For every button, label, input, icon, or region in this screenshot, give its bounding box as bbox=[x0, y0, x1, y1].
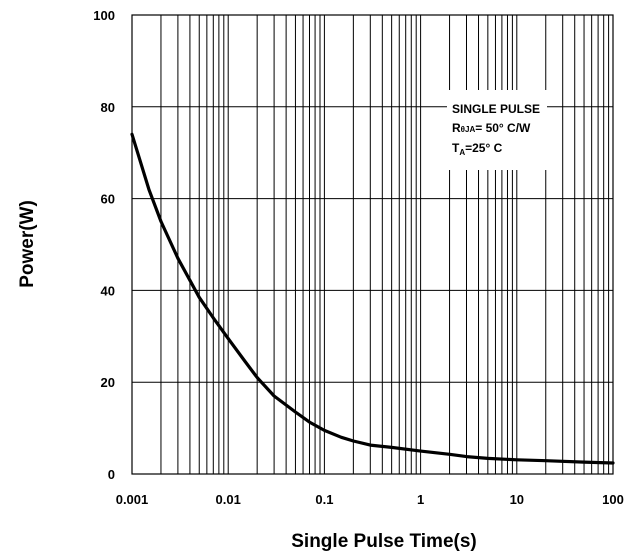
x-tick-label: 0.001 bbox=[116, 492, 149, 507]
annotation-line-2: RθJA= 50° C/W bbox=[452, 121, 531, 135]
annotation-box: SINGLE PULSE RθJA= 50° C/W TA=25° C bbox=[447, 90, 547, 170]
annotation-t-main: T bbox=[452, 141, 460, 155]
annotation-line-1: SINGLE PULSE bbox=[452, 102, 540, 116]
x-axis-title: Single Pulse Time(s) bbox=[291, 531, 476, 552]
annotation-t-rest: =25° C bbox=[465, 141, 502, 155]
annotation-r-main: R bbox=[452, 121, 461, 135]
x-tick-label: 0.1 bbox=[315, 492, 333, 507]
y-tick-label: 80 bbox=[101, 100, 115, 115]
grid-lines bbox=[131, 14, 613, 475]
y-tick-label: 20 bbox=[101, 375, 115, 390]
plot-background bbox=[132, 15, 613, 474]
annotation-t-sub: A bbox=[459, 148, 465, 157]
series-line-power bbox=[130, 132, 615, 465]
y-tick-label: 40 bbox=[101, 283, 115, 298]
annotation-line-3: TA=25° C bbox=[452, 141, 503, 157]
y-tick-label: 60 bbox=[101, 192, 115, 207]
tick-labels: 0.001 0.01 0.1 1 10 100 0 20 40 60 80 100 bbox=[93, 8, 624, 507]
x-tick-label: 10 bbox=[510, 492, 524, 507]
plot-border bbox=[131, 14, 614, 475]
annotation-r-rest: = 50° C/W bbox=[475, 121, 531, 135]
annotation-background bbox=[447, 90, 547, 170]
y-tick-label: 100 bbox=[93, 8, 115, 23]
y-axis-title: Power(W) bbox=[17, 200, 38, 288]
x-tick-label: 100 bbox=[602, 492, 624, 507]
x-tick-label: 0.01 bbox=[216, 492, 241, 507]
y-tick-label: 0 bbox=[108, 467, 115, 482]
annotation-r-sub: θJA bbox=[461, 125, 476, 134]
x-tick-label: 1 bbox=[417, 492, 424, 507]
